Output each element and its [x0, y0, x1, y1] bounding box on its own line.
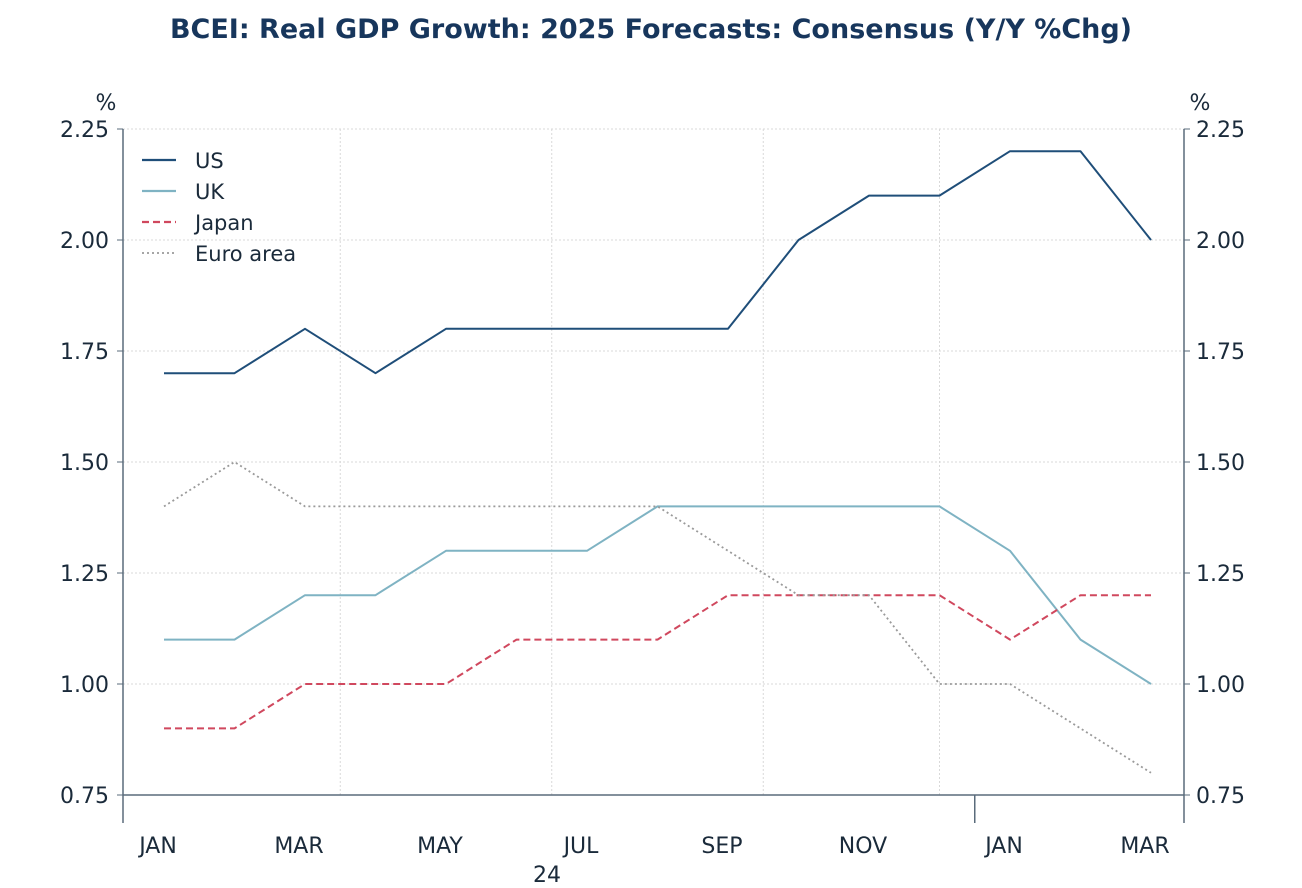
- x-year-label: 24: [533, 863, 561, 888]
- left-y-tick-label: 0.75: [60, 784, 109, 809]
- right-axis-unit: %: [1190, 91, 1211, 116]
- left-y-tick-label: 2.25: [60, 118, 109, 143]
- left-y-tick-label: 1.00: [60, 673, 109, 698]
- series-line-euro-area: [163, 461, 1152, 774]
- x-tick-label: JUL: [562, 834, 600, 859]
- right-y-tick-label: 1.50: [1196, 451, 1245, 476]
- left-y-tick-label: 1.25: [60, 562, 109, 587]
- series-layer: [163, 150, 1152, 774]
- right-y-tick-label: 2.00: [1196, 229, 1245, 254]
- legend-label-euro-area: Euro area: [195, 242, 296, 266]
- left-y-tick-label: 1.75: [60, 340, 109, 365]
- chart-title: BCEI: Real GDP Growth: 2025 Forecasts: C…: [169, 14, 1133, 45]
- legend: US UK Japan Euro area: [142, 149, 296, 266]
- legend-label-uk: UK: [195, 180, 225, 204]
- right-y-tick-label: 0.75: [1196, 784, 1245, 809]
- x-tick-label: MAY: [417, 834, 463, 859]
- x-tick-label: JAN: [983, 834, 1023, 859]
- legend-label-us: US: [195, 149, 224, 173]
- x-tick-label: JAN: [137, 834, 177, 859]
- series-line-us: [164, 150, 1152, 375]
- grid-layer: [123, 128, 1184, 795]
- legend-label-japan: Japan: [193, 211, 254, 235]
- right-y-tick-label: 1.75: [1196, 340, 1245, 365]
- x-tick-label: NOV: [839, 834, 887, 859]
- series-line-uk: [164, 505, 1152, 685]
- right-y-tick-label: 2.25: [1196, 118, 1245, 143]
- right-y-tick-label: 1.00: [1196, 673, 1245, 698]
- axes-layer: 0.75 0.75 1.00 1.00 1.25 1.25 1.50 1.50 1.75 1.75…: [60, 118, 1245, 859]
- left-y-tick-label: 2.00: [60, 229, 109, 254]
- x-tick-label: SEP: [701, 834, 742, 859]
- left-y-tick-label: 1.50: [60, 451, 109, 476]
- x-tick-label: MAR: [1120, 834, 1169, 859]
- x-tick-label: MAR: [274, 834, 323, 859]
- left-axis-unit: %: [96, 91, 117, 116]
- right-y-tick-label: 1.25: [1196, 562, 1245, 587]
- series-line-japan: [164, 594, 1151, 730]
